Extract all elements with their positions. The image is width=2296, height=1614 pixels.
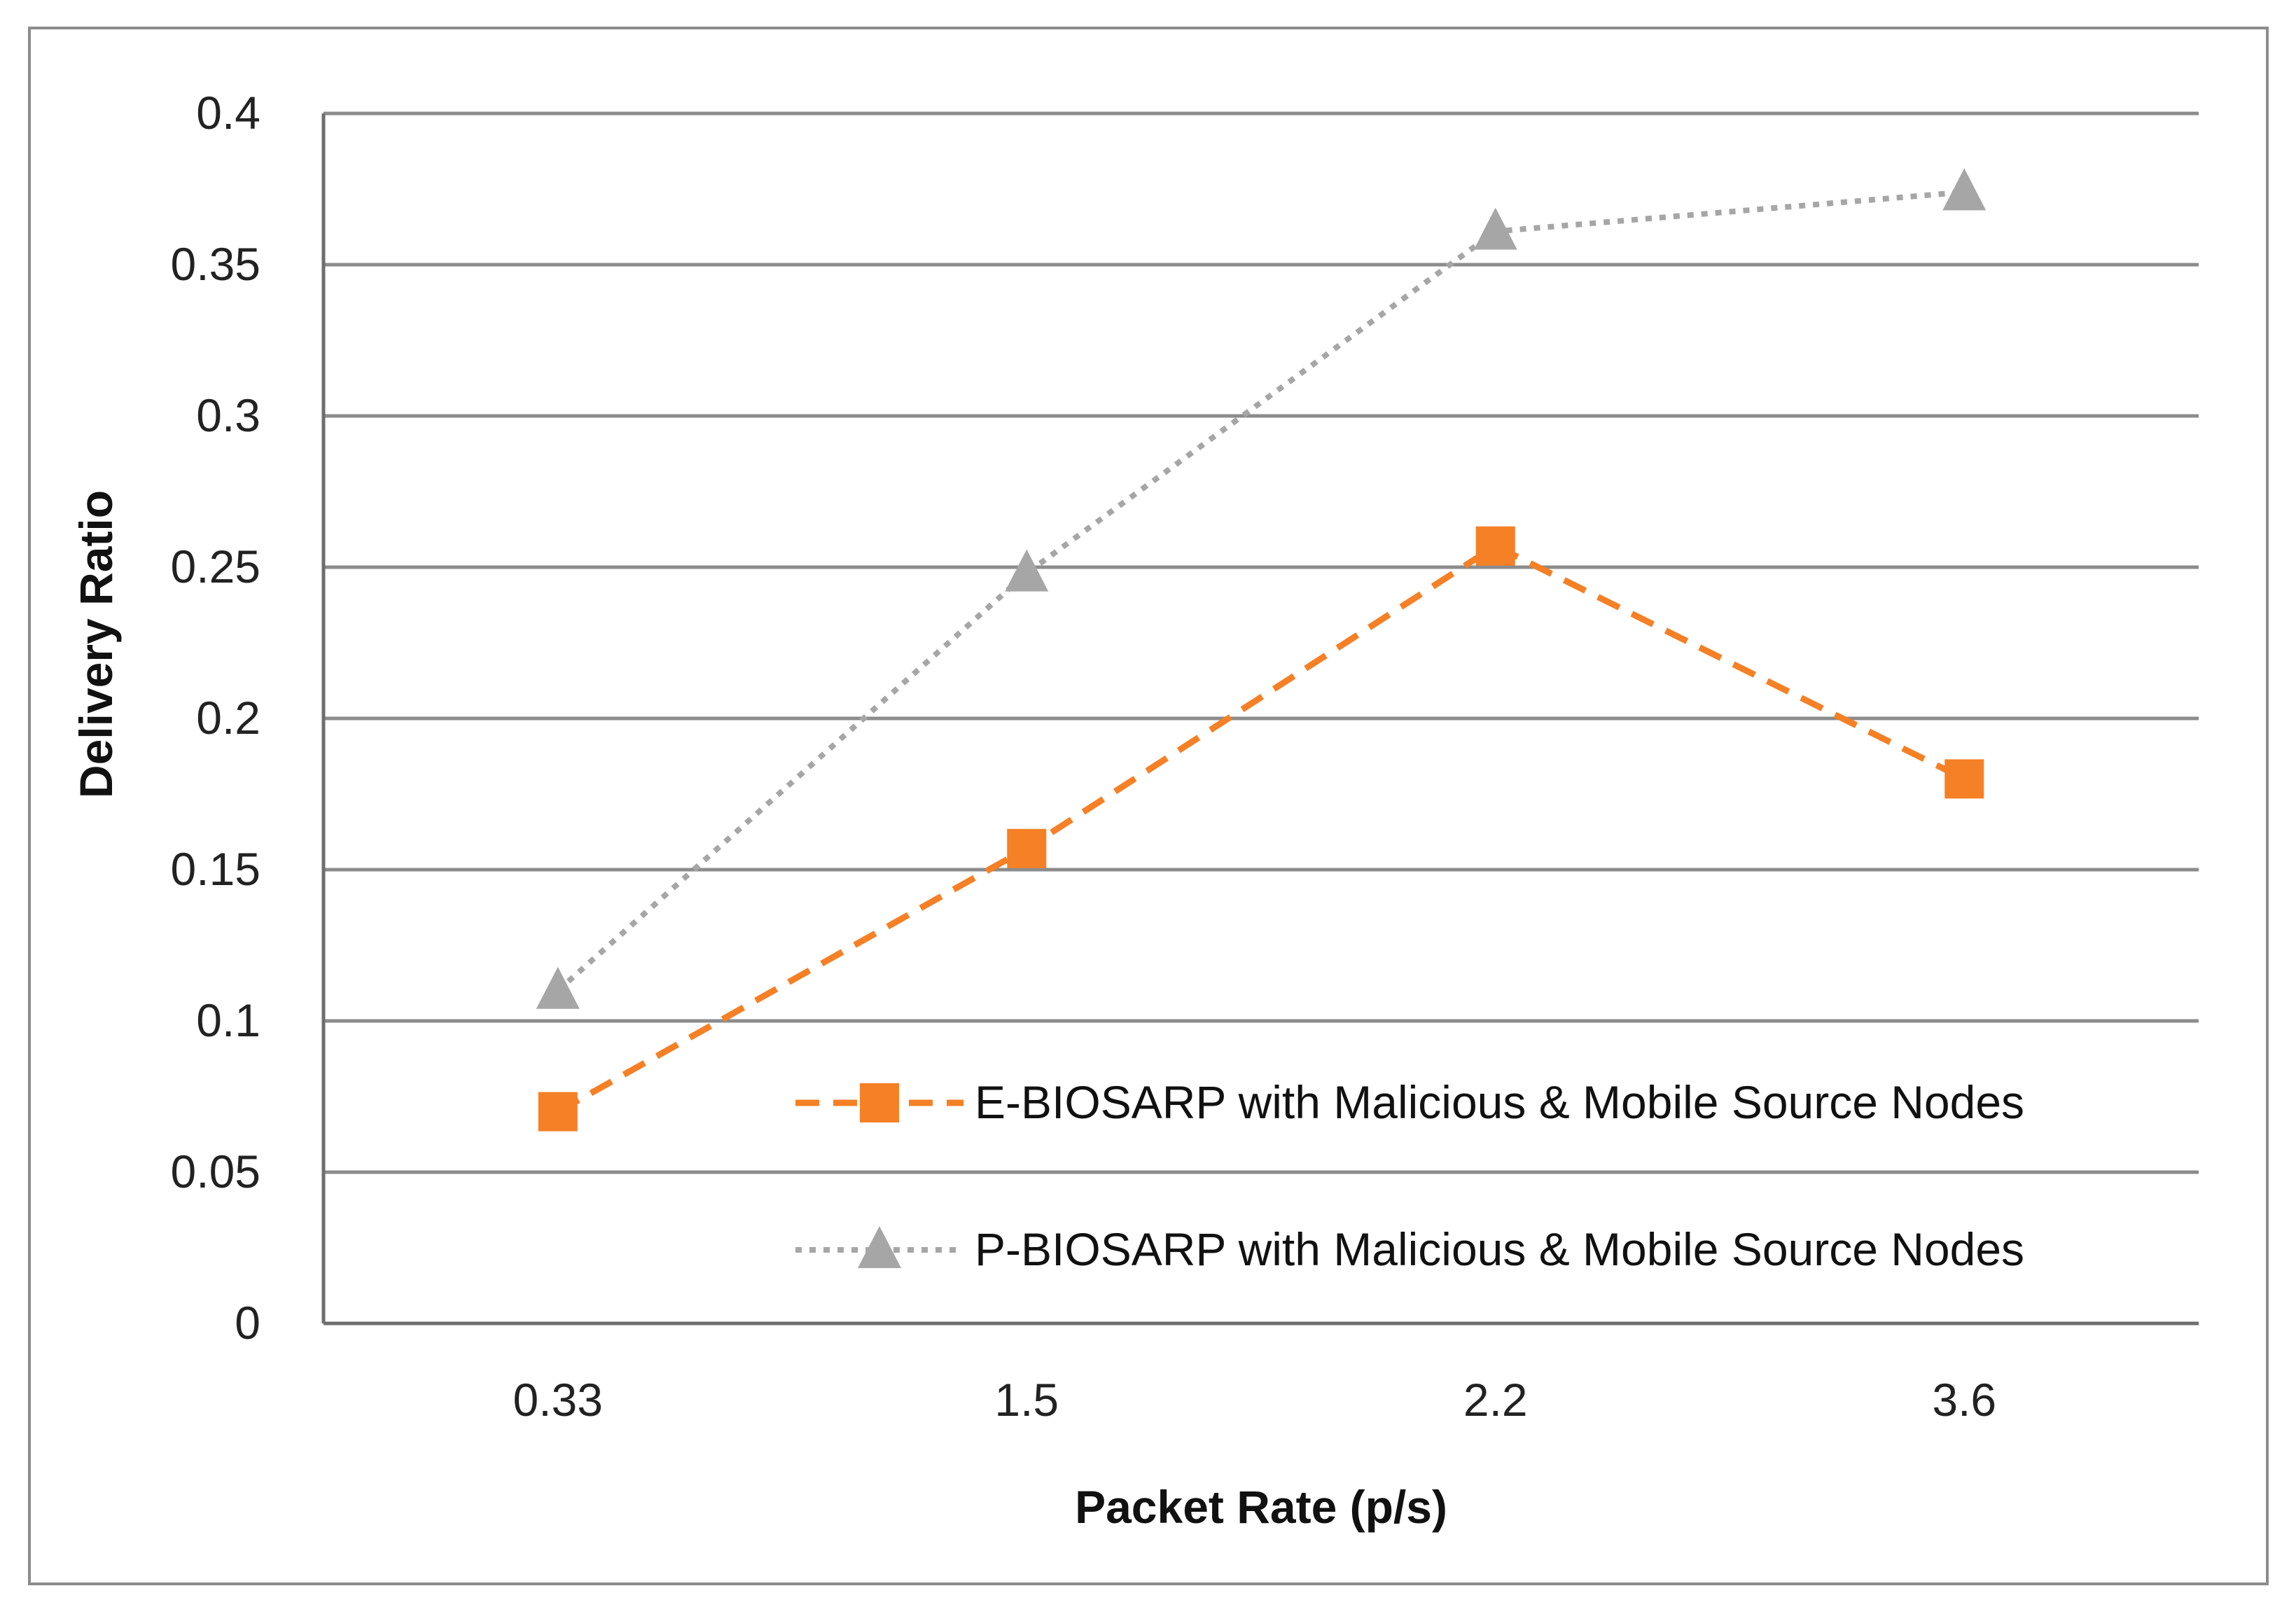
x-tick-label: 1.5 — [994, 1374, 1059, 1426]
y-tick-label: 0 — [235, 1297, 260, 1349]
data-point-triangle — [1473, 207, 1517, 250]
y-tick-label: 0.35 — [171, 238, 260, 290]
legend-marker-square — [860, 1083, 899, 1122]
legend-label: E-BIOSARP with Malicious & Mobile Source… — [975, 1076, 2024, 1128]
x-axis-title: Packet Rate (p/s) — [1075, 1481, 1447, 1533]
series-line — [556, 542, 1966, 1115]
legend-marker-triangle — [858, 1226, 901, 1268]
data-point-triangle — [536, 966, 580, 1009]
x-tick-label: 2.2 — [1463, 1374, 1528, 1426]
x-tick-label: 3.6 — [1932, 1374, 1996, 1426]
series-layer — [536, 168, 1987, 1132]
series-p-biosarp — [536, 168, 1987, 1009]
data-point-square — [538, 1092, 578, 1132]
data-point-square — [1007, 828, 1047, 868]
data-point-square — [1944, 759, 1984, 799]
series-e-biosarp — [538, 526, 1984, 1132]
x-tick-labels: 0.33 1.5 2.2 3.6 — [513, 1374, 1997, 1426]
y-tick-label: 0.3 — [196, 389, 260, 441]
axes — [321, 113, 2199, 1326]
legend-item: E-BIOSARP with Malicious & Mobile Source… — [795, 1076, 2024, 1128]
legend-item: P-BIOSARP with Malicious & Mobile Source… — [795, 1223, 2024, 1275]
y-tick-label: 0.1 — [196, 994, 260, 1046]
y-tick-label: 0.15 — [171, 843, 260, 895]
data-point-triangle — [1942, 168, 1987, 211]
series-line — [556, 189, 1965, 993]
y-tick-label: 0.2 — [196, 692, 260, 744]
grid-lines — [323, 111, 2199, 1326]
legend-label: P-BIOSARP with Malicious & Mobile Source… — [975, 1223, 2024, 1275]
legend: E-BIOSARP with Malicious & Mobile Source… — [795, 1076, 2024, 1275]
chart-frame — [28, 27, 2269, 1585]
y-tick-label: 0.05 — [171, 1146, 260, 1197]
x-tick-label: 0.33 — [513, 1374, 603, 1426]
y-axis-title: Delivery Ratio — [70, 490, 122, 798]
y-tick-label: 0.25 — [171, 541, 260, 592]
data-point-square — [1475, 526, 1515, 566]
y-tick-labels: 0 0.05 0.1 0.15 0.2 0.25 0.3 0.35 0.4 — [171, 87, 260, 1349]
data-point-triangle — [1005, 549, 1049, 592]
y-tick-label: 0.4 — [196, 87, 260, 139]
